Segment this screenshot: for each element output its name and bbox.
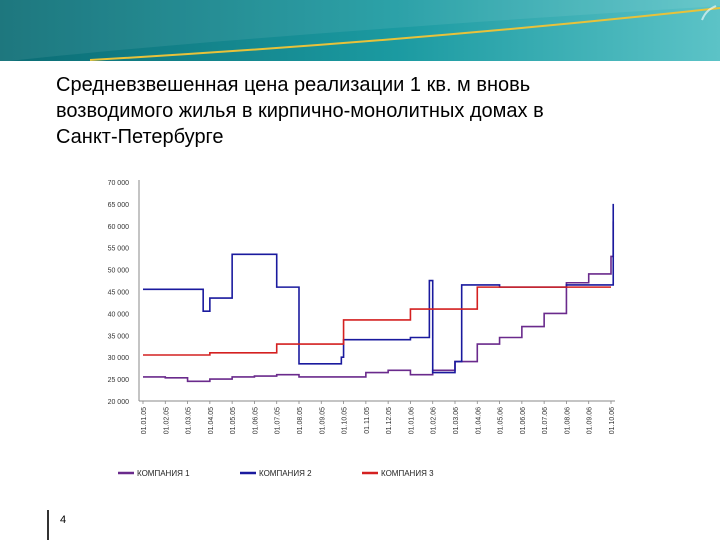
y-axis-ticks: 70 000 65 000 60 000 55 000 50 000 45 000 40 0… <box>108 180 130 406</box>
x-tick-label: 01.01.06 <box>408 407 415 434</box>
x-tick-label: 01.07.05 <box>275 407 282 434</box>
legend-label: КОМПАНИЯ 2 <box>259 469 312 478</box>
chart-axes <box>138 180 615 402</box>
x-tick-label: 01.12.05 <box>386 407 393 434</box>
x-tick-label: 01.07.06 <box>542 407 549 434</box>
chart-legend: КОМПАНИЯ 1 КОМПАНИЯ 2 КОМПАНИЯ 3 <box>118 469 434 478</box>
x-tick-label: 01.08.06 <box>564 407 571 434</box>
title-line-3: Санкт-Петербурге <box>56 126 224 148</box>
x-tick-label: 01.10.06 <box>609 407 616 434</box>
x-tick-label: 01.05.05 <box>230 407 237 434</box>
x-tick-label: 01.02.06 <box>431 407 438 434</box>
header-banner <box>0 0 720 62</box>
x-tick-label: 01.11.05 <box>364 407 371 434</box>
x-tick-label: 01.04.05 <box>208 407 215 434</box>
x-tick-label: 01.10.05 <box>342 407 349 434</box>
x-tick-label: 01.02.05 <box>163 407 170 434</box>
price-chart: 70 000 65 000 60 000 55 000 50 000 45 000 40 0… <box>108 180 616 478</box>
legend-label: КОМПАНИЯ 1 <box>137 469 190 478</box>
banner-shade <box>0 0 720 62</box>
y-tick-label: 35 000 <box>108 333 130 340</box>
y-tick-label: 20 000 <box>108 399 130 406</box>
y-tick-label: 30 000 <box>108 355 130 362</box>
y-tick-label: 40 000 <box>108 311 130 318</box>
banner-sparkle-icon <box>701 5 717 21</box>
x-tick-label: 01.06.05 <box>252 407 259 434</box>
series-line <box>143 286 611 356</box>
series-lines <box>143 203 615 383</box>
title-line-1: Средневзвешенная цена реализации 1 кв. м… <box>56 74 531 96</box>
x-tick-label: 01.01.05 <box>141 407 148 434</box>
x-tick-label: 01.08.05 <box>297 407 304 434</box>
y-tick-label: 55 000 <box>108 246 130 253</box>
x-tick-label: 01.04.06 <box>475 407 482 434</box>
footer-divider <box>47 510 49 540</box>
y-tick-label: 70 000 <box>108 180 130 187</box>
x-tick-label: 01.06.06 <box>520 407 527 434</box>
y-tick-label: 60 000 <box>108 224 130 231</box>
x-tick-label: 01.03.05 <box>186 407 193 434</box>
series-line <box>143 203 615 374</box>
x-tick-label: 01.09.05 <box>319 407 326 434</box>
x-tick-label: 01.05.06 <box>498 407 505 434</box>
legend-label: КОМПАНИЯ 3 <box>381 469 434 478</box>
series-line <box>143 221 615 383</box>
y-tick-label: 25 000 <box>108 377 130 384</box>
banner-background <box>0 0 720 62</box>
x-tick-label: 01.09.06 <box>587 407 594 434</box>
x-axis-ticks: 01.01.05 01.02.05 01.03.05 01.04.05 01.05.05… <box>141 401 616 434</box>
y-tick-label: 50 000 <box>108 268 130 275</box>
banner-curve <box>89 7 720 61</box>
x-tick-label: 01.03.06 <box>453 407 460 434</box>
slide-title: Средневзвешенная цена реализации 1 кв. м… <box>56 72 696 150</box>
y-tick-label: 65 000 <box>108 202 130 209</box>
title-line-2: возводимого жилья в кирпично-монолитных … <box>56 100 544 122</box>
page-number: 4 <box>60 514 67 526</box>
y-tick-label: 45 000 <box>108 290 130 297</box>
